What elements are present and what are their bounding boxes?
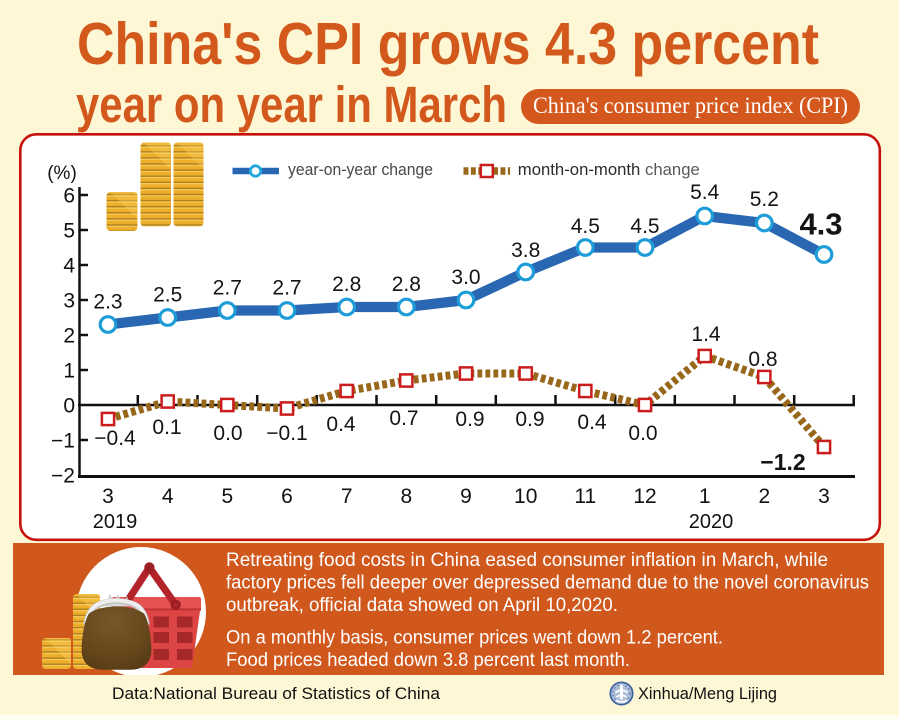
svg-text:Retreating food costs in China: Retreating food costs in China eased con… <box>226 550 828 571</box>
svg-text:2.7: 2.7 <box>272 277 301 300</box>
svg-text:Food prices headed down 3.8 pe: Food prices headed down 3.8 percent last… <box>226 650 630 671</box>
svg-text:2019: 2019 <box>93 511 138 533</box>
svg-text:On a monthly basis, consumer p: On a monthly basis, consumer prices went… <box>226 628 723 649</box>
svg-text:0.8: 0.8 <box>748 348 777 371</box>
svg-text:4: 4 <box>63 255 75 278</box>
svg-text:3: 3 <box>818 485 830 508</box>
svg-text:−2: −2 <box>51 465 75 488</box>
svg-text:12: 12 <box>633 485 656 508</box>
svg-text:10: 10 <box>514 485 537 508</box>
svg-text:3.0: 3.0 <box>451 266 480 289</box>
svg-text:0.1: 0.1 <box>152 416 181 439</box>
svg-text:−1.2: −1.2 <box>760 449 805 475</box>
svg-text:0.9: 0.9 <box>515 408 544 431</box>
svg-text:5: 5 <box>63 220 75 243</box>
svg-text:9: 9 <box>460 485 472 508</box>
svg-text:7: 7 <box>341 485 353 508</box>
svg-text:2.7: 2.7 <box>213 277 242 300</box>
svg-text:China's CPI grows 4.3 percent: China's CPI grows 4.3 percent <box>77 11 819 77</box>
svg-text:−0.1: −0.1 <box>266 422 307 445</box>
svg-text:Xinhua/Meng Lijing: Xinhua/Meng Lijing <box>638 684 777 703</box>
svg-text:−1: −1 <box>51 430 75 453</box>
svg-text:China's consumer price index (: China's consumer price index (CPI) <box>533 93 848 119</box>
svg-text:2.8: 2.8 <box>332 273 361 296</box>
svg-text:1.4: 1.4 <box>691 323 721 346</box>
svg-text:1: 1 <box>699 485 711 508</box>
svg-text:year-on-year change: year-on-year change <box>288 160 433 179</box>
svg-text:0.0: 0.0 <box>213 422 242 445</box>
svg-text:0.4: 0.4 <box>326 413 356 436</box>
svg-text:2020: 2020 <box>689 511 734 533</box>
svg-text:6: 6 <box>63 185 75 208</box>
svg-text:3: 3 <box>63 290 75 313</box>
svg-text:0.7: 0.7 <box>389 407 418 430</box>
svg-text:2.3: 2.3 <box>93 291 122 314</box>
svg-text:4: 4 <box>162 485 174 508</box>
svg-text:0.0: 0.0 <box>628 422 657 445</box>
svg-text:4.3: 4.3 <box>799 207 842 242</box>
svg-text:2.8: 2.8 <box>392 273 421 296</box>
svg-text:2: 2 <box>758 485 770 508</box>
svg-text:−0.4: −0.4 <box>94 427 136 450</box>
svg-text:(%): (%) <box>47 163 77 184</box>
svg-text:0.9: 0.9 <box>455 408 484 431</box>
svg-text:4.5: 4.5 <box>630 215 659 238</box>
svg-text:year on year in March: year on year in March <box>76 76 507 133</box>
svg-text:2: 2 <box>63 325 75 348</box>
svg-text:6: 6 <box>281 485 293 508</box>
svg-text:3: 3 <box>102 485 114 508</box>
svg-text:factory prices fell deeper ove: factory prices fell deeper over depresse… <box>226 573 869 594</box>
svg-text:0.4: 0.4 <box>577 411 607 434</box>
svg-text:11: 11 <box>574 485 596 508</box>
svg-text:3.8: 3.8 <box>511 239 540 262</box>
svg-text:5.2: 5.2 <box>750 188 779 211</box>
svg-text:4.5: 4.5 <box>571 215 600 238</box>
svg-text:Data:National Bureau of Statis: Data:National Bureau of Statistics of Ch… <box>112 684 441 703</box>
svg-text:month-on-month change: month-on-month change <box>518 160 700 179</box>
svg-text:5.4: 5.4 <box>690 181 720 204</box>
svg-text:0: 0 <box>63 395 75 418</box>
svg-text:5: 5 <box>221 485 233 508</box>
svg-text:outbreak, official data showed: outbreak, official data showed on April … <box>226 595 618 616</box>
svg-text:1: 1 <box>63 360 75 383</box>
svg-text:8: 8 <box>400 485 412 508</box>
svg-text:2.5: 2.5 <box>153 284 182 307</box>
